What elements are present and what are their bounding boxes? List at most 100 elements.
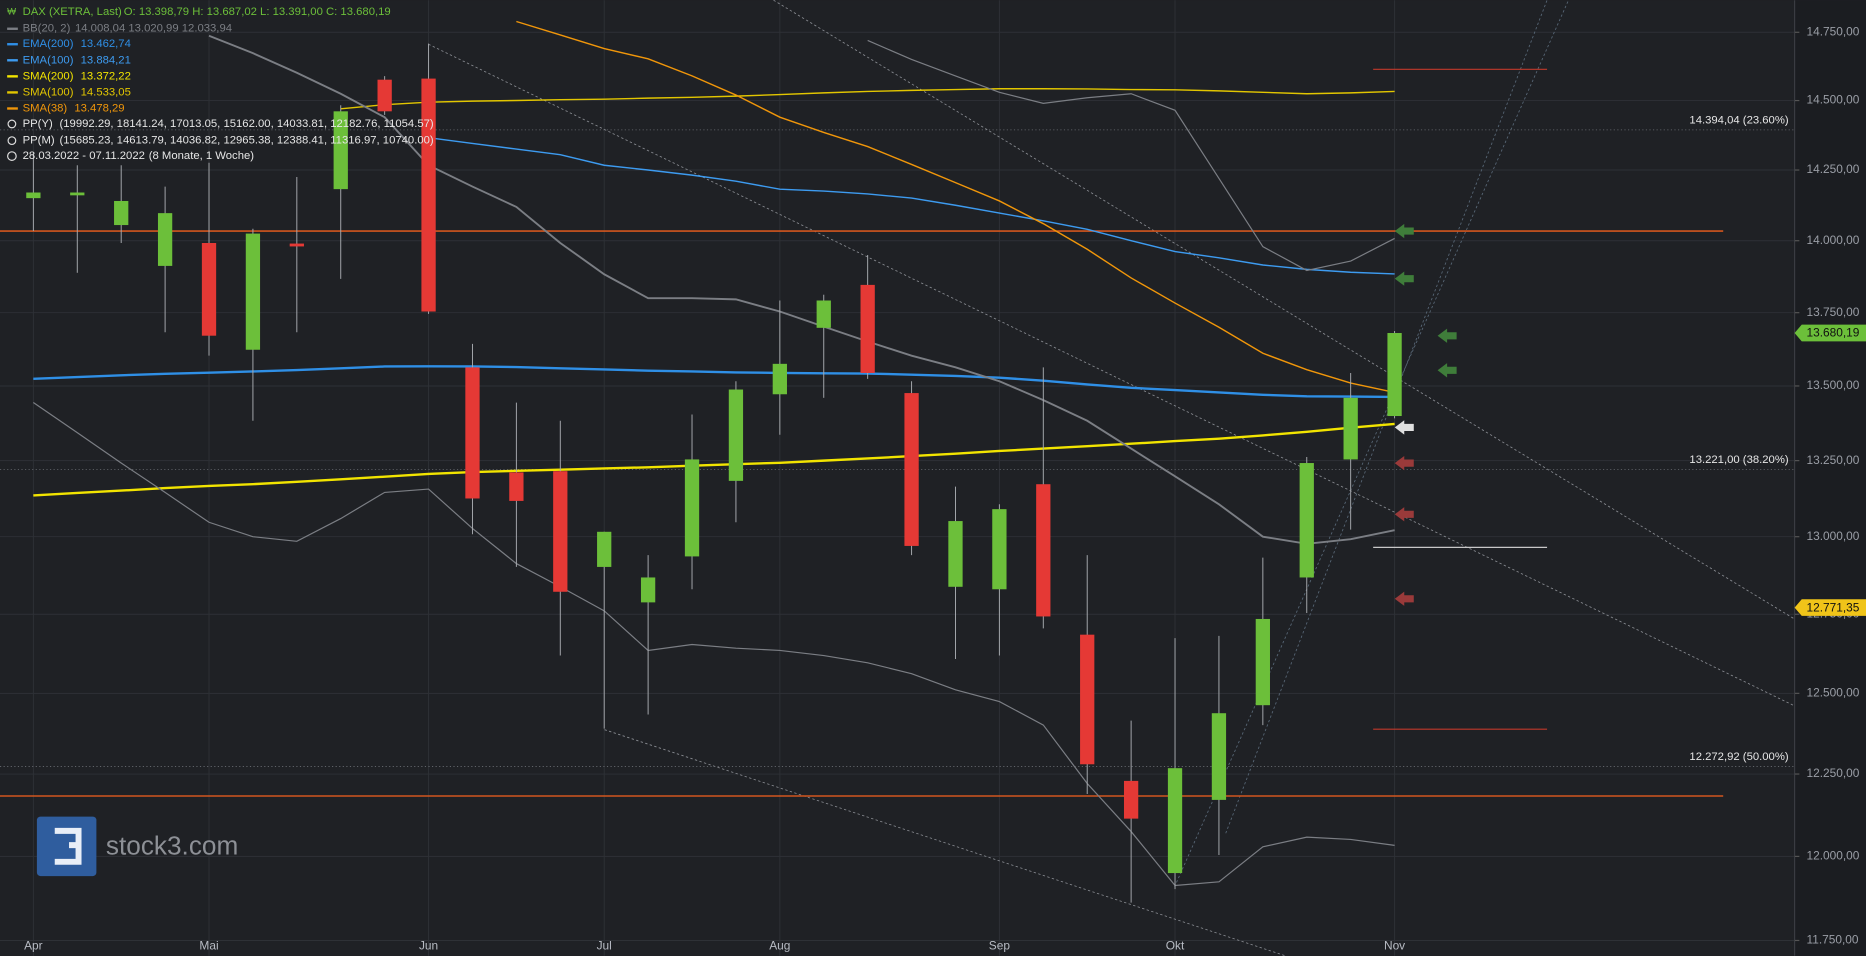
x-tick-label: Jul (597, 938, 612, 952)
legend-name: SMA(200) (23, 70, 74, 82)
arrow (1437, 328, 1457, 343)
candle-body (728, 389, 744, 481)
price-tag (1794, 324, 1866, 342)
candle-body (465, 367, 480, 499)
indicator-line (516, 20, 1395, 394)
x-tick-label: Apr (24, 938, 43, 952)
candle-body (816, 300, 831, 328)
arrow (1437, 363, 1457, 378)
candle-body (1167, 768, 1183, 874)
level-label: 14.394,04 (23.60%) (1689, 114, 1788, 126)
candle-body (509, 472, 524, 501)
indicator-line (33, 365, 1395, 399)
arrow (1394, 507, 1414, 522)
date-range: 28.03.2022 - 07.11.2022 (23, 150, 145, 162)
level-label: 12.272,92 (50.00%) (1689, 751, 1788, 763)
candle-body (904, 393, 919, 546)
y-tick-label: 12.250,00 (1806, 766, 1859, 780)
period: (8 Monate, 1 Woche) (149, 150, 255, 162)
arrow (1394, 271, 1414, 286)
legend-name: PP(M) (23, 135, 55, 147)
candle-body (157, 213, 173, 266)
logo-icon (36, 816, 97, 877)
trend-line (773, 0, 1795, 620)
legend: ₩ DAX (XETRA, Last) O: 13.398,79 H: 13.6… (7, 6, 434, 162)
trend-line (1225, 0, 1548, 834)
candle-body (640, 577, 656, 603)
legend-name: PP(Y) (23, 118, 53, 130)
candle-body (245, 233, 261, 350)
x-tick-label: Mai (199, 938, 218, 952)
legend-value: 13.884,21 (81, 54, 131, 66)
y-tick-label: 13.750,00 (1806, 305, 1859, 319)
indicator-line (208, 34, 1395, 545)
x-tick-label: Aug (769, 938, 790, 952)
logo-glyph (54, 827, 82, 865)
legend-value: 14.533,05 (81, 86, 131, 98)
candle-body (1036, 484, 1051, 617)
x-tick-label: Jun (419, 938, 438, 952)
candle-body (26, 192, 41, 199)
candles (26, 43, 1402, 903)
indicator-line (428, 136, 1395, 275)
legend-name: EMA(200) (23, 38, 74, 50)
legend-value: 13.478,29 (74, 102, 124, 114)
ohlc: O: 13.398,79 H: 13.687,02 L: 13.391,00 C… (124, 6, 391, 18)
logo: stock3.com (36, 816, 238, 877)
candle-body (772, 363, 787, 395)
legend-icon (7, 136, 17, 146)
legend-name: BB(20, 2) (23, 23, 71, 35)
y-tick-label: 14.250,00 (1806, 162, 1859, 176)
candle-body (377, 79, 392, 112)
candle-body (1299, 463, 1314, 578)
y-tick-label: 12.500,00 (1806, 685, 1859, 699)
candle-body (684, 459, 700, 557)
y-tick-label: 11.750,00 (1806, 933, 1858, 947)
arrow (1394, 455, 1414, 471)
indicator-line (340, 88, 1395, 110)
legend-value: 13.462,74 (81, 38, 131, 50)
legend-name: EMA(100) (23, 54, 74, 66)
signal-arrows (1394, 223, 1457, 606)
legend-value: 13.372,22 (81, 70, 131, 82)
candle-body (1255, 618, 1270, 706)
candle-body (860, 284, 875, 373)
price-tag-label: 13.680,19 (1806, 326, 1859, 340)
price-axis-panel (1794, 0, 1866, 956)
overlays: 14.394,04 (23.60%) 13.221,00 (38.20%) 12.2… (0, 20, 1795, 887)
candle-body (114, 200, 129, 226)
y-tick-label: 14.750,00 (1806, 24, 1859, 38)
legend-name: SMA(38) (23, 102, 68, 114)
candle-body (201, 243, 217, 336)
legend-value: (19992.29, 18141.24, 17013.05, 15162.00,… (60, 118, 434, 130)
y-tick-label: 12.000,00 (1806, 849, 1859, 863)
candle-body (948, 521, 963, 587)
legend-value: (15685.23, 14613.79, 14036.82, 12965.38,… (60, 135, 434, 147)
indicator-line (32, 402, 1395, 887)
candle-body (1387, 333, 1402, 417)
candle-body (553, 471, 568, 592)
y-tick-label: 14.000,00 (1806, 233, 1859, 247)
arrow (1394, 223, 1414, 239)
level-label: 13.221,00 (38.20%) (1689, 454, 1788, 466)
price-tag-label: 12.771,35 (1806, 600, 1859, 614)
x-tick-label: Okt (1166, 938, 1185, 952)
logo-text: stock3.com (106, 830, 238, 860)
candle-body (70, 192, 85, 196)
legend-name: SMA(100) (23, 86, 74, 98)
candle-body (992, 509, 1007, 590)
legend-icon: ₩ (7, 7, 16, 18)
candle-body (333, 111, 348, 190)
y-tick-label: 13.250,00 (1806, 453, 1859, 467)
legend-value: 14.008,04 13.020,99 12.033,94 (75, 23, 232, 35)
indicator-line (33, 422, 1395, 497)
x-tick-label: Sep (989, 938, 1011, 952)
indicator-line (867, 39, 1395, 272)
axes: 11.750,00 12.000,00 12.250,00 12.500,00 12.7… (24, 24, 1866, 952)
y-tick-label: 13.000,00 (1806, 529, 1859, 543)
candle-body (1123, 780, 1139, 819)
symbol: DAX (XETRA, Last) (23, 6, 122, 18)
legend-icon (7, 151, 17, 161)
candle-body (1343, 397, 1358, 460)
